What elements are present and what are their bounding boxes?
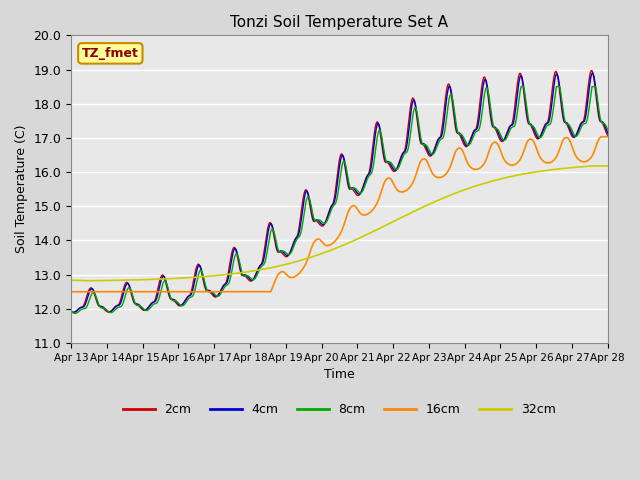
Title: Tonzi Soil Temperature Set A: Tonzi Soil Temperature Set A: [230, 15, 449, 30]
Line: 16cm: 16cm: [71, 137, 608, 292]
2cm: [217, 287, 225, 292]
2cm: [367, 161, 374, 167]
2cm: [604, 132, 612, 138]
4cm: [217, 288, 225, 293]
2cm: [588, 68, 595, 73]
Y-axis label: Soil Temperature (C): Soil Temperature (C): [15, 125, 28, 253]
32cm: [367, 230, 374, 236]
8cm: [557, 89, 564, 95]
8cm: [355, 189, 363, 195]
X-axis label: Time: Time: [324, 368, 355, 381]
Line: 8cm: 8cm: [71, 86, 608, 313]
16cm: [217, 289, 225, 295]
Legend: 2cm, 4cm, 8cm, 16cm, 32cm: 2cm, 4cm, 8cm, 16cm, 32cm: [118, 398, 561, 421]
32cm: [593, 163, 601, 169]
8cm: [604, 127, 612, 132]
32cm: [495, 176, 503, 182]
2cm: [355, 192, 363, 198]
16cm: [600, 134, 608, 140]
32cm: [572, 164, 579, 170]
16cm: [67, 289, 75, 295]
Line: 2cm: 2cm: [71, 71, 608, 312]
32cm: [217, 272, 225, 278]
4cm: [367, 167, 374, 173]
8cm: [572, 133, 579, 139]
8cm: [367, 172, 374, 178]
2cm: [495, 135, 503, 141]
16cm: [572, 152, 579, 157]
16cm: [367, 209, 374, 215]
32cm: [84, 278, 92, 284]
4cm: [495, 132, 503, 138]
32cm: [355, 235, 363, 241]
16cm: [604, 134, 612, 140]
8cm: [71, 311, 79, 316]
2cm: [67, 309, 75, 315]
2cm: [69, 310, 77, 315]
32cm: [67, 277, 75, 283]
32cm: [604, 163, 612, 169]
Line: 4cm: 4cm: [71, 73, 608, 312]
8cm: [495, 129, 503, 135]
4cm: [604, 130, 612, 136]
2cm: [557, 96, 564, 101]
32cm: [557, 166, 564, 172]
2cm: [572, 133, 579, 139]
4cm: [589, 70, 596, 76]
4cm: [70, 310, 77, 315]
Text: TZ_fmet: TZ_fmet: [82, 47, 139, 60]
16cm: [556, 144, 564, 150]
16cm: [495, 144, 503, 150]
16cm: [355, 208, 362, 214]
4cm: [557, 91, 564, 97]
4cm: [67, 308, 75, 314]
4cm: [572, 133, 579, 139]
8cm: [67, 308, 75, 314]
Line: 32cm: 32cm: [71, 166, 608, 281]
8cm: [517, 84, 525, 89]
4cm: [355, 191, 363, 197]
8cm: [217, 290, 225, 296]
